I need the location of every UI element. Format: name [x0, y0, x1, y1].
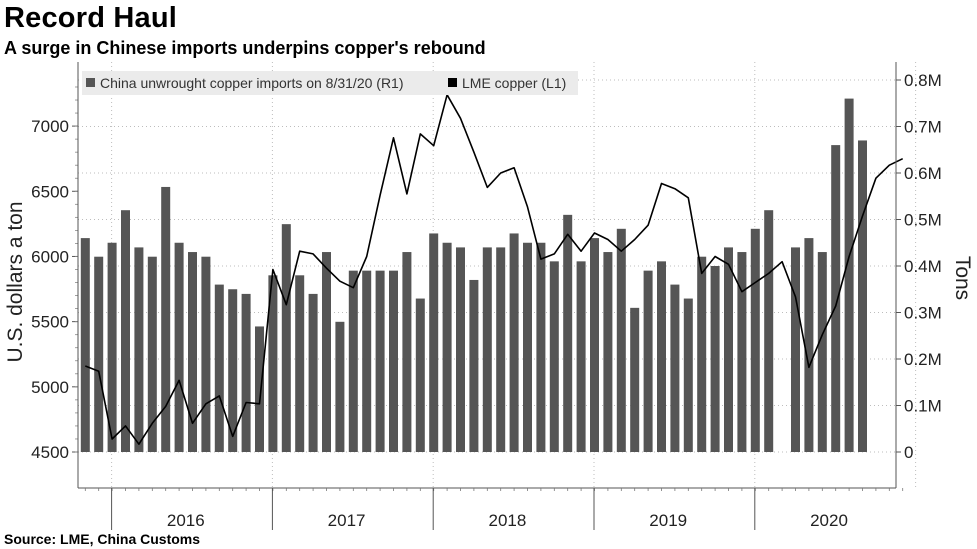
bar: [456, 247, 465, 452]
right-tick-label: 0.1M: [904, 397, 942, 416]
bar: [630, 307, 640, 452]
bar: [442, 242, 452, 452]
legend-label-lme: LME copper (L1): [462, 75, 566, 91]
year-label: 2018: [488, 511, 526, 530]
bar: [737, 252, 747, 452]
year-label: 2016: [167, 511, 205, 530]
bar: [147, 256, 157, 452]
year-label: 2017: [328, 511, 366, 530]
bar: [335, 321, 345, 452]
source-note: Source: LME, China Customs: [4, 531, 201, 547]
bar: [858, 140, 867, 452]
bar: [228, 289, 238, 452]
bar: [603, 252, 613, 452]
year-label: 2020: [810, 511, 848, 530]
left-tick-label: 7000: [31, 117, 69, 136]
left-tick-label: 5500: [31, 313, 69, 332]
bar: [710, 266, 720, 452]
right-tick-label: 0.6M: [904, 164, 942, 183]
bar: [469, 279, 479, 452]
bar: [509, 233, 519, 452]
bar-series: [80, 98, 867, 452]
bar: [791, 247, 800, 452]
bar: [281, 224, 291, 452]
bar: [174, 242, 184, 452]
bar: [549, 261, 559, 452]
bar: [643, 270, 653, 452]
bar: [402, 252, 412, 452]
page-title: Record Haul: [4, 2, 178, 34]
bar: [536, 242, 546, 452]
bar: [429, 233, 439, 452]
left-tick-label: 6500: [31, 182, 69, 201]
left-tick-label: 6000: [31, 247, 69, 266]
bar: [764, 210, 774, 452]
legend-swatch-lme: [448, 78, 457, 87]
left-tick-label: 4500: [31, 443, 69, 462]
bar: [563, 214, 573, 452]
page-subtitle: A surge in Chinese imports underpins cop…: [4, 38, 486, 58]
bar: [362, 270, 372, 452]
bar: [214, 284, 224, 452]
right-tick-label: 0.7M: [904, 118, 942, 137]
legend-background: [82, 71, 578, 95]
bar: [616, 228, 626, 452]
bar: [523, 242, 532, 452]
bar: [161, 186, 171, 452]
legend: China unwrought copper imports on 8/31/2…: [82, 71, 578, 95]
bar: [134, 247, 144, 452]
bar: [817, 252, 827, 452]
bar: [80, 238, 90, 452]
bar: [482, 247, 492, 452]
legend-label-imports: China unwrought copper imports on 8/31/2…: [100, 75, 404, 91]
bar: [683, 298, 693, 452]
bar: [724, 247, 733, 452]
bar: [657, 261, 666, 452]
bar: [496, 247, 506, 452]
bar: [375, 270, 385, 452]
bar: [295, 275, 305, 452]
right-tick-label: 0.5M: [904, 211, 942, 230]
right-tick-label: 0: [904, 443, 913, 462]
right-tick-label: 0.3M: [904, 304, 942, 323]
bar: [750, 228, 760, 452]
bar: [121, 210, 130, 452]
right-tick-label: 0.4M: [904, 257, 942, 276]
bar: [670, 284, 680, 452]
bar: [94, 256, 104, 452]
bar: [389, 270, 398, 452]
bar: [576, 261, 586, 452]
right-tick-label: 0.2M: [904, 350, 942, 369]
bar: [831, 145, 841, 452]
bar: [107, 242, 117, 452]
bar: [255, 326, 264, 452]
bar: [415, 298, 425, 452]
year-label: 2019: [649, 511, 687, 530]
left-tick-label: 5000: [31, 378, 69, 397]
bar: [268, 275, 278, 452]
left-axis-title: U.S. dollars a ton: [4, 201, 27, 362]
bar: [308, 293, 318, 452]
bar: [804, 238, 814, 452]
right-tick-label: 0.8M: [904, 71, 942, 90]
bar: [241, 293, 251, 452]
axes: 0 0.1M 0.2M 0.3M 0.4M 0.5M 0.6M 0.7M 0.8M 4500 500…: [31, 62, 942, 530]
bar: [348, 270, 358, 452]
bar: [590, 238, 599, 452]
legend-swatch-imports: [86, 78, 95, 87]
right-axis-title: Tons: [951, 256, 974, 300]
bar: [322, 252, 331, 452]
bar: [844, 98, 854, 452]
lme-line: [85, 94, 904, 446]
bar: [697, 256, 707, 452]
line-series: [85, 94, 904, 446]
bar: [188, 252, 197, 452]
bar: [201, 256, 211, 452]
